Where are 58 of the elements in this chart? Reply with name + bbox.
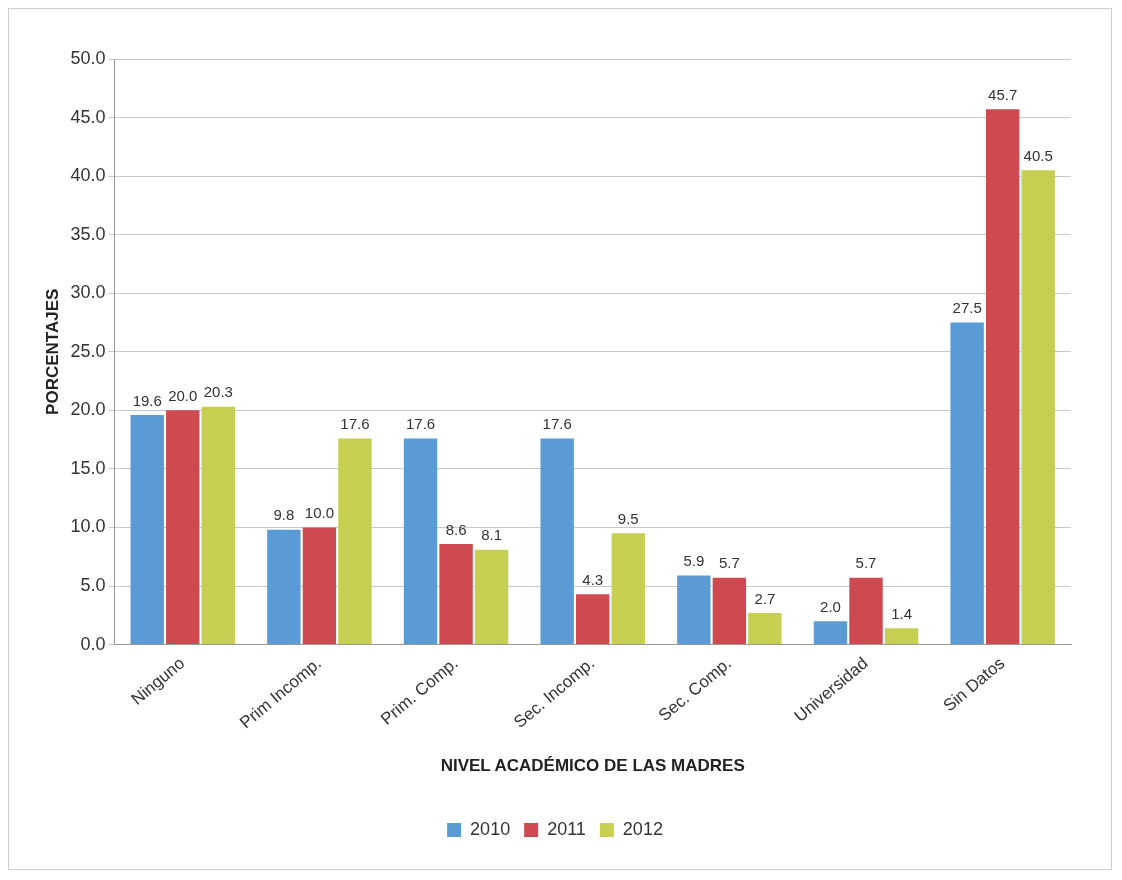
data-label: 5.7	[855, 554, 877, 572]
y-tick-label: 50.0	[70, 47, 106, 68]
y-tick-label: 20.0	[70, 399, 106, 420]
data-label: 20.0	[168, 387, 198, 405]
y-tick-label: 30.0	[70, 282, 106, 303]
data-label: 9.8	[273, 506, 295, 524]
bar	[130, 415, 164, 645]
data-label: 20.3	[203, 383, 233, 401]
bar	[748, 612, 782, 645]
bar	[611, 533, 645, 645]
bar	[166, 410, 200, 645]
data-label: 10.0	[304, 504, 335, 522]
bar	[338, 438, 372, 645]
bar	[267, 529, 301, 645]
legend-label: 2010	[470, 818, 511, 839]
y-tick-label: 40.0	[70, 165, 106, 186]
y-tick-label: 0.0	[80, 633, 106, 654]
data-label: 17.6	[542, 415, 572, 433]
data-label: 1.4	[891, 604, 912, 622]
data-label: 5.7	[718, 554, 740, 572]
bar	[201, 406, 235, 645]
bar	[439, 543, 473, 645]
y-tick-label: 25.0	[70, 340, 106, 361]
data-label: 8.1	[481, 526, 503, 544]
data-label: 5.9	[683, 552, 705, 570]
bar	[985, 109, 1020, 645]
bar	[540, 438, 574, 645]
y-tick-label: 45.0	[70, 106, 106, 127]
data-label: 2.0	[820, 597, 841, 615]
data-label: 19.6	[132, 391, 162, 409]
bar	[576, 594, 610, 645]
bar	[302, 527, 337, 645]
bar	[849, 577, 883, 645]
bar	[403, 438, 438, 645]
data-label: 8.6	[445, 520, 467, 538]
data-label: 4.3	[582, 570, 604, 588]
bar	[677, 575, 711, 645]
bar	[813, 621, 848, 645]
data-label: 9.5	[617, 509, 639, 527]
y-tick-label: 5.0	[80, 575, 106, 596]
data-label: 27.5	[952, 299, 982, 317]
bar	[884, 628, 919, 645]
data-label: 2.7	[754, 589, 776, 607]
y-axis-title: PORCENTAJES	[42, 288, 62, 415]
y-tick-label: 15.0	[70, 457, 106, 478]
y-tick-label: 35.0	[70, 223, 106, 244]
data-label: 17.6	[405, 415, 436, 433]
legend-label: 2011	[547, 818, 586, 839]
bar	[950, 322, 984, 645]
y-tick-label: 10.0	[70, 516, 106, 537]
bar	[1021, 170, 1055, 645]
data-label: 45.7	[988, 86, 1018, 103]
bar	[474, 549, 509, 645]
data-label: 40.5	[1023, 146, 1053, 164]
data-label: 17.6	[340, 415, 370, 433]
x-axis-title: NIVEL ACADÉMICO DE LAS MADRES	[440, 756, 745, 776]
bar	[712, 577, 747, 645]
legend-label: 2012	[622, 818, 663, 839]
